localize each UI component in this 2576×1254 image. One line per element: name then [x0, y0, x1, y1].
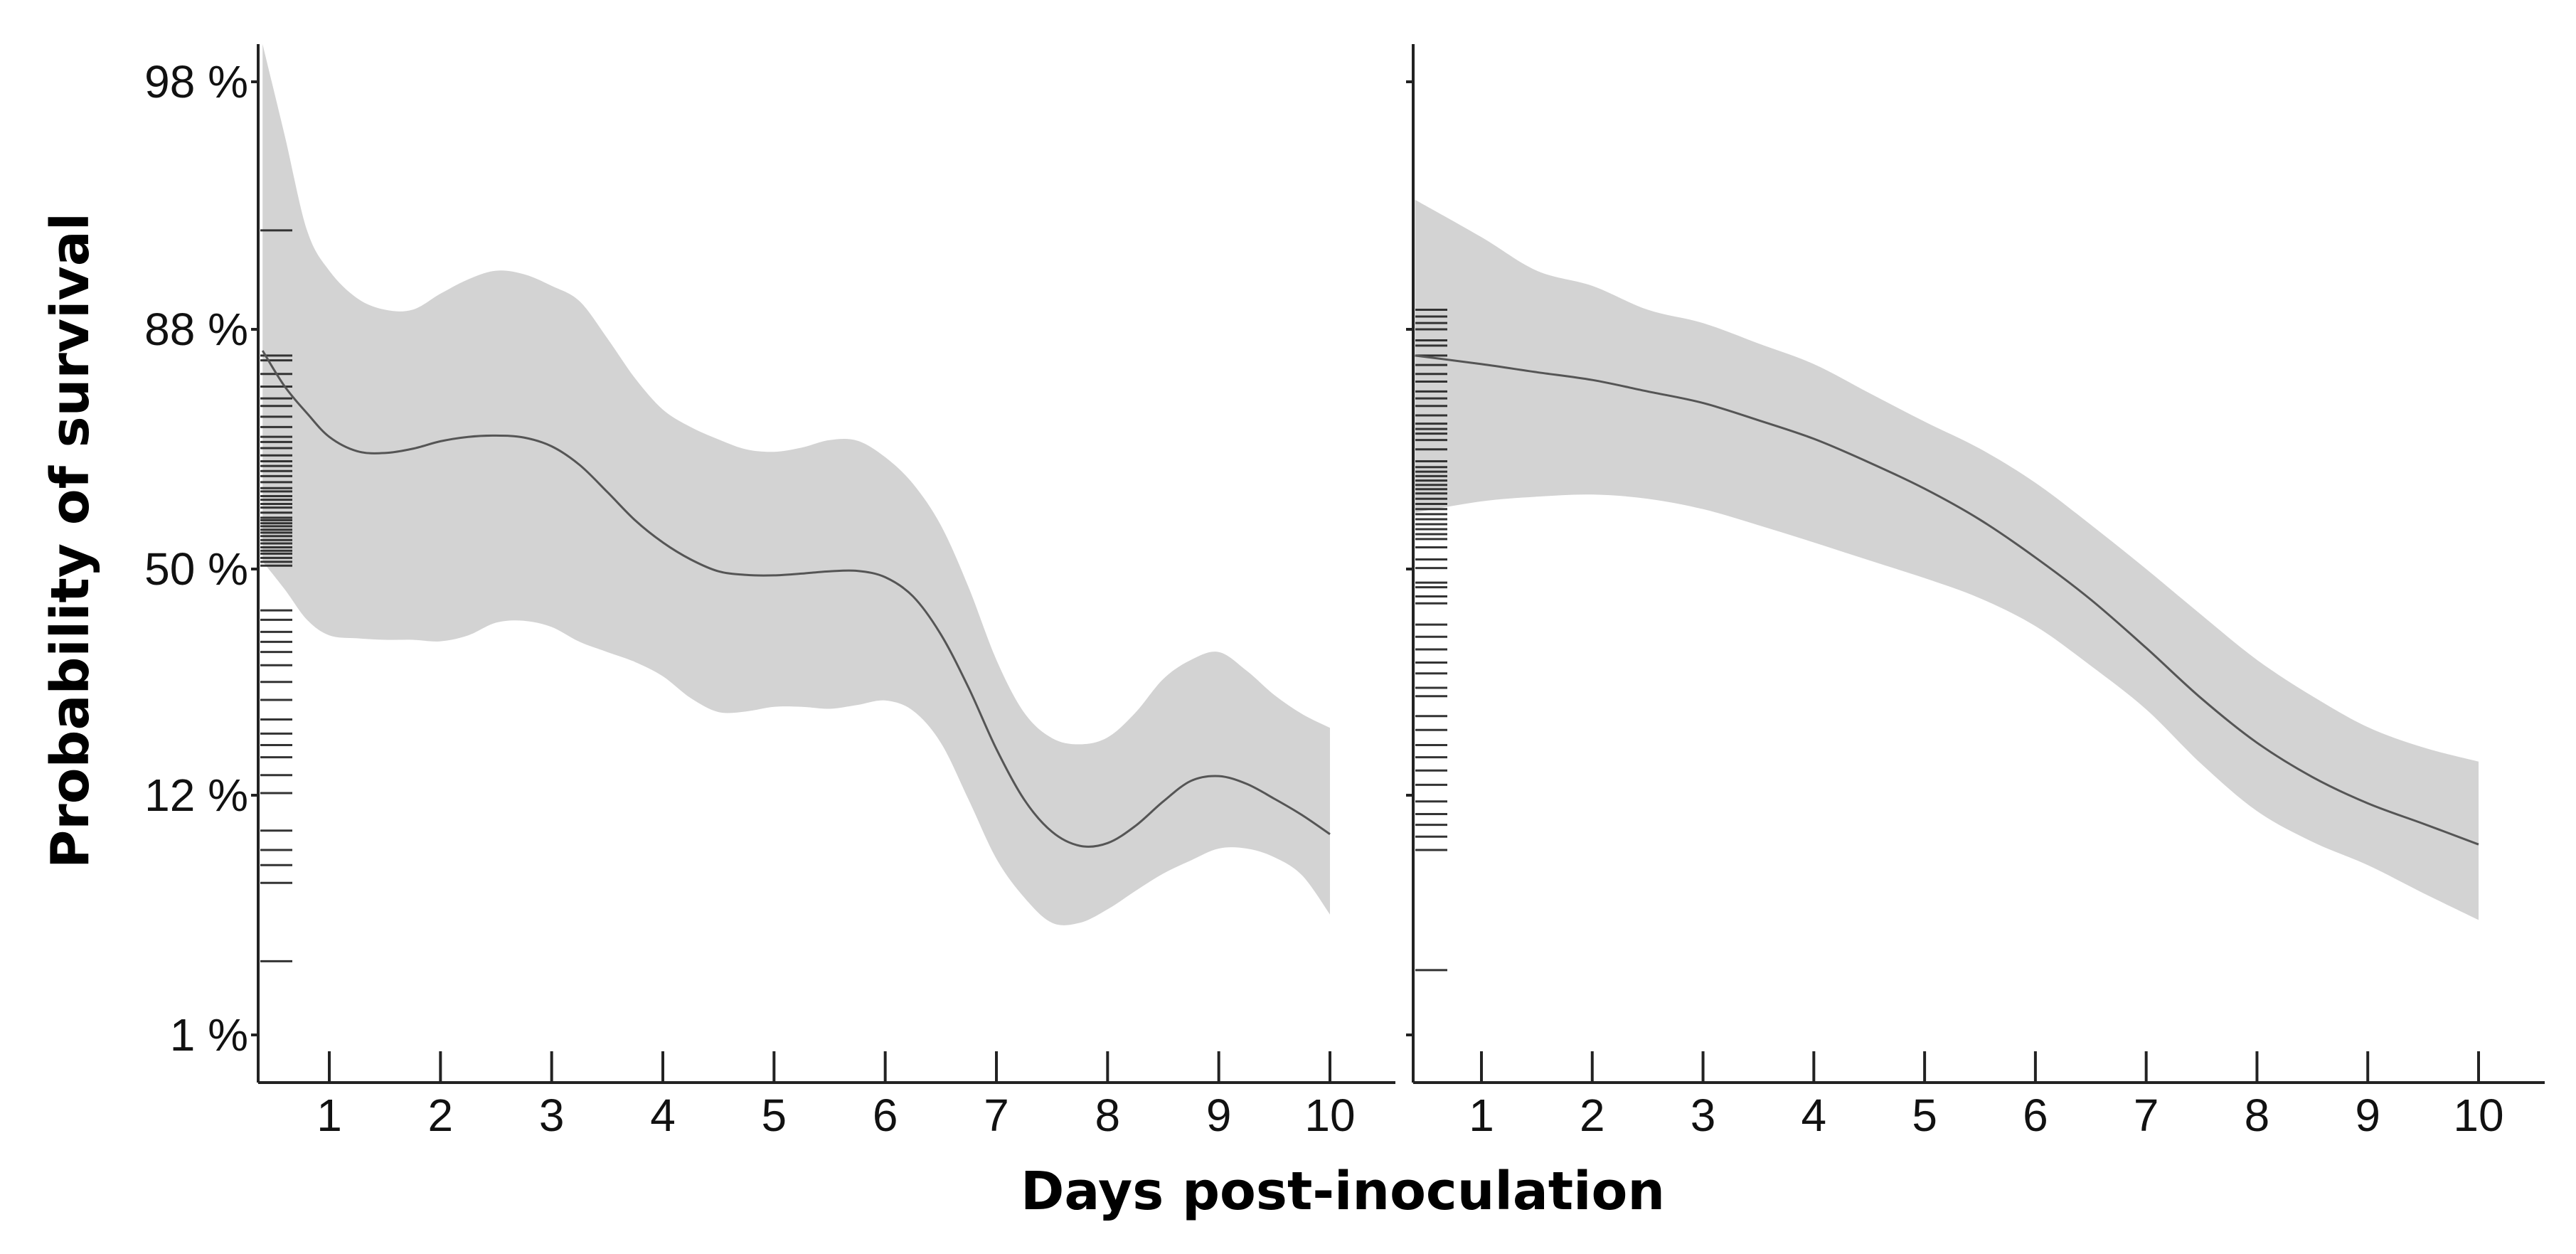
right-x-tick-label: 8	[2245, 1090, 2270, 1141]
y-tick-label: 88 %	[144, 304, 248, 355]
x-axis-title: Days post-inoculation	[1021, 1161, 1665, 1222]
left-curve-layer	[261, 350, 1331, 848]
left-panel: 1 2 3 4 5 6 7 8 9 10 98 % 88 % 50 % 12 % 1 %	[144, 44, 1395, 1141]
left-x-tick-label: 10	[1304, 1090, 1355, 1141]
right-x-tick-label: 3	[1691, 1090, 1716, 1141]
y-tick-label: 1 %	[170, 1009, 248, 1061]
right-confidence-band	[1415, 199, 2479, 920]
left-x-tick-label: 7	[984, 1090, 1009, 1141]
left-x-tick-label: 2	[428, 1090, 454, 1141]
right-rug-layer	[1415, 308, 1447, 972]
right-panel: 1 2 3 4 5 6 7 8 9 10	[1406, 44, 2545, 1141]
left-survival-curve	[261, 350, 1331, 848]
left-x-tick-label: 9	[1206, 1090, 1232, 1141]
y-tick-label: 12 %	[144, 770, 248, 821]
left-axis-layer: 1 2 3 4 5 6 7 8 9 10 98 % 88 % 50 % 12 % 1 %	[144, 44, 1395, 1141]
left-confidence-band	[262, 44, 1331, 925]
right-x-tick-label: 1	[1469, 1090, 1494, 1141]
y-tick-label: 50 %	[144, 543, 248, 595]
right-x-tick-label: 10	[2453, 1090, 2503, 1141]
left-rug-layer	[260, 229, 292, 962]
y-tick-label: 98 %	[144, 56, 248, 107]
left-x-tick-label: 5	[762, 1090, 787, 1141]
left-x-tick-label: 4	[650, 1090, 676, 1141]
right-curve-layer	[1415, 354, 2479, 846]
right-x-tick-label: 6	[2023, 1090, 2048, 1141]
left-x-tick-label: 1	[316, 1090, 342, 1141]
right-x-tick-label: 9	[2355, 1090, 2380, 1141]
left-x-tick-label: 8	[1095, 1090, 1121, 1141]
right-x-tick-label: 4	[1801, 1090, 1827, 1141]
right-x-tick-label: 7	[2134, 1090, 2159, 1141]
right-x-tick-label: 2	[1580, 1090, 1605, 1141]
right-axis-layer: 1 2 3 4 5 6 7 8 9 10	[1406, 44, 2545, 1141]
right-x-tick-label: 5	[1912, 1090, 1937, 1141]
y-axis-title: Probability of survival	[40, 213, 101, 868]
left-x-tick-label: 6	[873, 1090, 898, 1141]
left-band-layer	[262, 44, 1331, 925]
left-x-tick-label: 3	[539, 1090, 565, 1141]
right-survival-curve	[1415, 354, 2479, 846]
right-band-layer	[1415, 199, 2479, 920]
